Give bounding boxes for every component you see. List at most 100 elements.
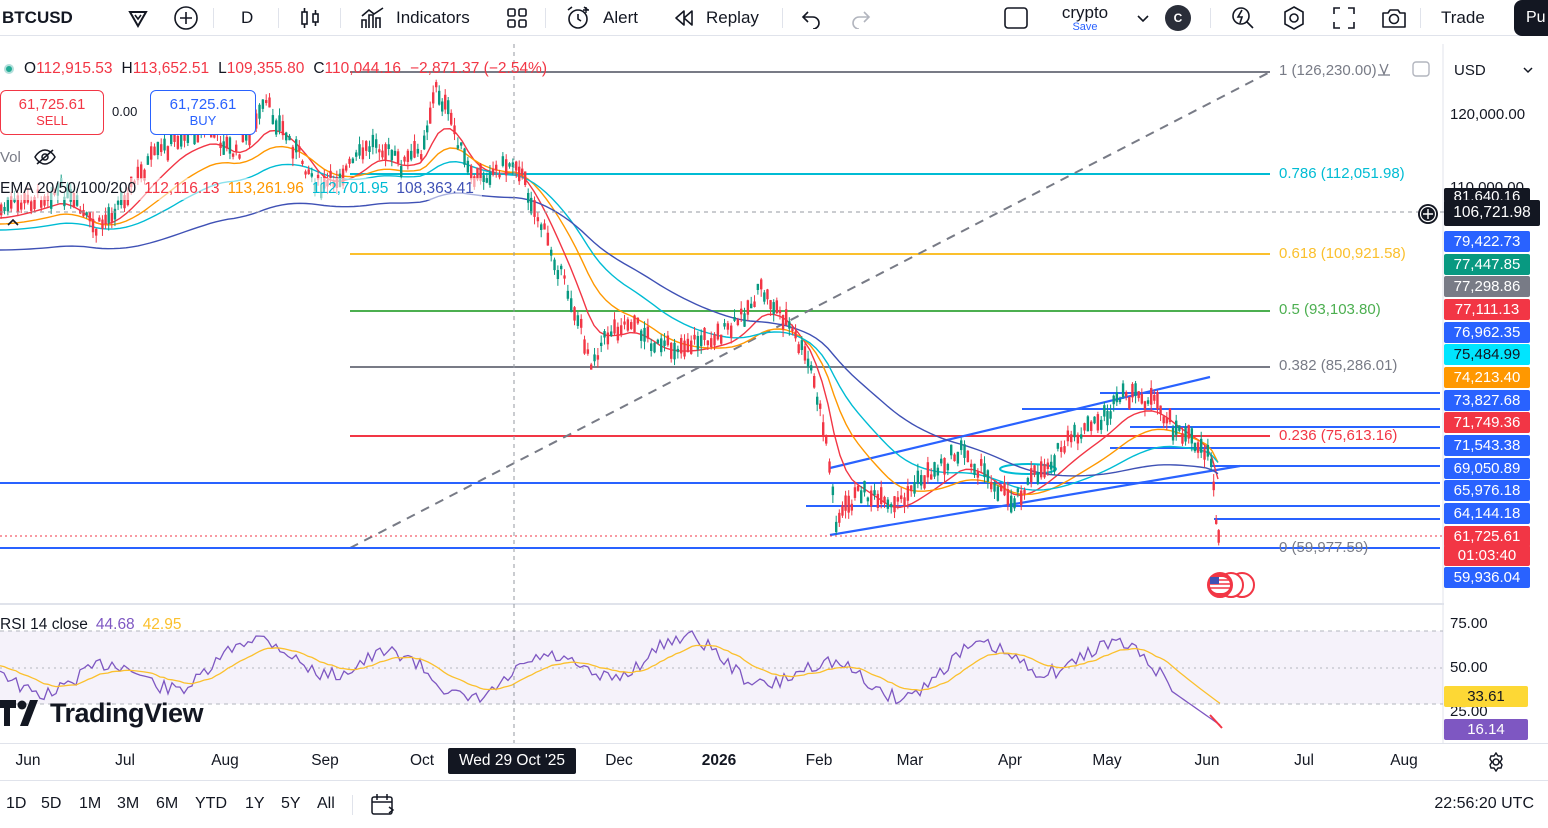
- candle-body: [966, 450, 970, 463]
- chart-settings-icon[interactable]: [1486, 752, 1506, 772]
- range-5d-button[interactable]: 5D: [41, 795, 62, 812]
- range-all-button[interactable]: All: [317, 795, 335, 812]
- candle-body: [20, 202, 23, 210]
- price-axis-settings-icon[interactable]: [1412, 61, 1430, 77]
- calendar-icon[interactable]: [370, 793, 396, 817]
- candle-body: [1217, 530, 1220, 543]
- range-ytd-button[interactable]: YTD: [195, 795, 227, 812]
- rsi-tick-50: 50.00: [1450, 659, 1488, 676]
- range-5y-button[interactable]: 5Y: [281, 795, 301, 812]
- candle-body: [930, 474, 933, 480]
- lightning-icon[interactable]: [1230, 0, 1256, 36]
- fullscreen-icon[interactable]: [1332, 0, 1356, 36]
- candle-body: [633, 315, 636, 333]
- candles-icon[interactable]: [298, 0, 322, 36]
- candle-body: [444, 94, 447, 110]
- price-label: 77,298.86: [1444, 276, 1530, 297]
- price-label: 81,640.16: [1444, 188, 1530, 202]
- candle-body: [435, 82, 438, 88]
- candle-body: [110, 213, 114, 222]
- range-6m-button[interactable]: 6M: [156, 795, 179, 812]
- candle-body: [673, 342, 676, 360]
- candle-body: [800, 340, 804, 351]
- range-3m-button[interactable]: 3M: [117, 795, 140, 812]
- eye-hidden-icon[interactable]: [33, 148, 57, 166]
- sell-button[interactable]: 61,725.61 SELL: [0, 90, 104, 135]
- candle-body: [393, 150, 397, 156]
- redo-icon[interactable]: [850, 0, 872, 36]
- candle-body: [143, 169, 146, 181]
- range-1y-button[interactable]: 1Y: [245, 795, 265, 812]
- layout-save-button[interactable]: crypto Save: [1056, 0, 1114, 36]
- replay-button[interactable]: Replay: [672, 0, 759, 36]
- undo-icon[interactable]: [800, 0, 822, 36]
- range-1m-button[interactable]: 1M: [79, 795, 102, 812]
- ema20-value: 112,116.13: [144, 180, 220, 197]
- chevron-down-icon[interactable]: [1136, 0, 1150, 36]
- candle-body: [524, 171, 527, 185]
- candle-body: [963, 444, 966, 458]
- buy-button[interactable]: 61,725.61 BUY: [150, 90, 256, 135]
- close-label: C: [313, 60, 325, 77]
- candle-body: [101, 219, 104, 229]
- indicators-button[interactable]: Indicators: [360, 0, 470, 36]
- candle-body: [772, 302, 775, 314]
- collapse-legend-icon[interactable]: [6, 214, 20, 230]
- candle-body: [653, 342, 656, 353]
- candle-body: [1175, 420, 1178, 435]
- candle-body: [822, 422, 825, 437]
- time-axis[interactable]: Jun Jul Aug Sep Oct Dec 2026 Feb Mar Apr…: [0, 743, 1548, 777]
- templates-icon[interactable]: [505, 0, 529, 36]
- rsi-pane: [0, 630, 1443, 729]
- candle-body: [873, 490, 876, 496]
- candle-body: [825, 435, 828, 444]
- price-chart[interactable]: [0, 44, 1548, 744]
- candle-body: [1215, 519, 1218, 524]
- currency-select[interactable]: USD: [1446, 56, 1542, 84]
- tick-icon[interactable]: [126, 0, 150, 36]
- layout-icon[interactable]: [1003, 0, 1029, 36]
- trade-button[interactable]: Trade: [1441, 0, 1485, 36]
- candle-body: [403, 156, 406, 162]
- candle-body: [1171, 427, 1175, 441]
- tradingview-logo[interactable]: TradingView: [0, 696, 204, 730]
- interval-button[interactable]: D: [241, 0, 253, 36]
- add-alert-plus-icon[interactable]: [1416, 202, 1440, 226]
- candle-body: [329, 170, 332, 179]
- candle-body: [345, 165, 348, 171]
- fib-trend-line: [349, 71, 1271, 549]
- candle-body: [180, 130, 183, 147]
- rsi-oversold-segment: [1209, 714, 1223, 729]
- time-tick: Dec: [605, 752, 633, 769]
- rsi-legend[interactable]: RSI 14 close 44.68 42.95: [0, 615, 189, 635]
- candle-body: [920, 475, 923, 486]
- candle-body: [10, 196, 13, 209]
- publish-button[interactable]: Pu: [1514, 0, 1548, 36]
- candle-body: [756, 283, 760, 291]
- candle-body: [1125, 392, 1128, 397]
- symbol-search[interactable]: BTCUSD: [2, 0, 73, 36]
- lock-icon[interactable]: [1376, 62, 1392, 78]
- alert-button[interactable]: Alert: [565, 0, 638, 36]
- candle-body: [1131, 383, 1134, 398]
- candle-body: [225, 136, 229, 149]
- candle-body: [623, 321, 626, 325]
- settings-icon[interactable]: [1281, 0, 1307, 36]
- range-1d-button[interactable]: 1D: [6, 795, 27, 812]
- camera-icon[interactable]: [1380, 0, 1408, 36]
- fib-level-0236: 0.236 (75,613.16): [1279, 427, 1398, 444]
- clock-label[interactable]: 22:56:20 UTC: [1434, 795, 1534, 812]
- price-label: 59,936.04: [1444, 567, 1530, 588]
- ema-legend[interactable]: EMA 20/50/100/200 112,116.13 113,261.96 …: [0, 178, 482, 200]
- price-tick-120000: 120,000.00: [1450, 106, 1526, 123]
- candle-body: [460, 142, 463, 146]
- market-status-dot[interactable]: [4, 64, 14, 74]
- add-icon[interactable]: [173, 0, 199, 36]
- layout-badge-button[interactable]: C: [1165, 0, 1191, 36]
- candle-body: [546, 232, 550, 246]
- candle-body: [906, 486, 910, 501]
- volume-legend[interactable]: Vol: [0, 146, 57, 168]
- candle-body: [281, 121, 285, 136]
- economic-event-flag-icon[interactable]: [1204, 571, 1256, 599]
- candle-body: [940, 458, 943, 464]
